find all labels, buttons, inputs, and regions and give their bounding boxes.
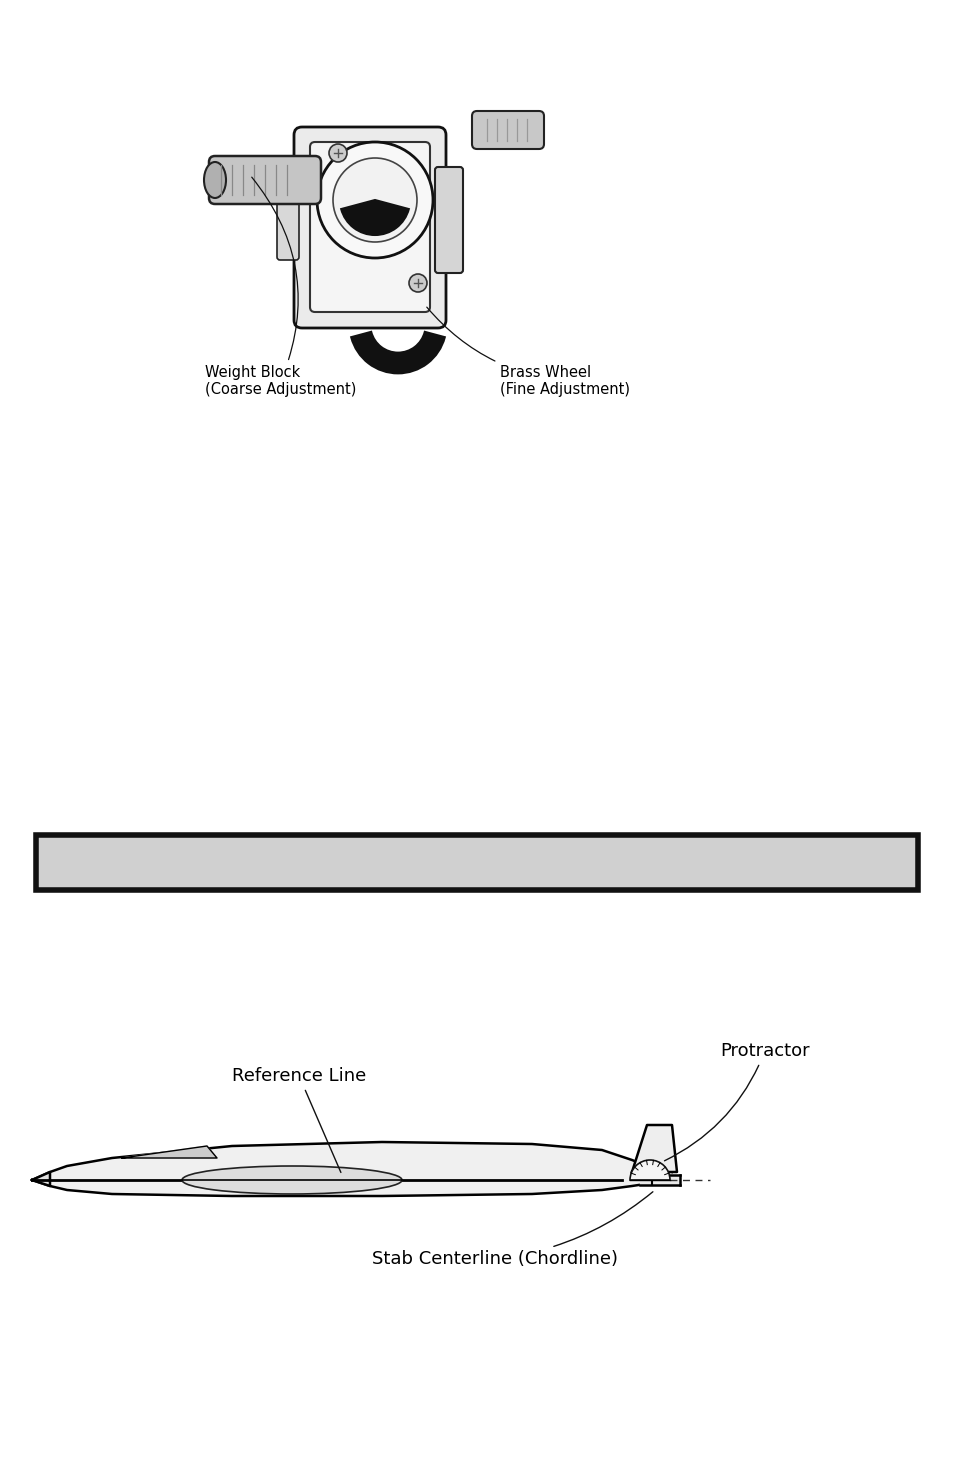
FancyBboxPatch shape [435, 167, 462, 273]
FancyBboxPatch shape [209, 156, 320, 204]
Text: Brass Wheel
(Fine Adjustment): Brass Wheel (Fine Adjustment) [426, 307, 629, 397]
Circle shape [316, 142, 433, 258]
Polygon shape [32, 1142, 671, 1196]
Ellipse shape [204, 162, 226, 198]
Bar [36, 835, 917, 889]
Wedge shape [352, 332, 444, 373]
Text: Reference Line: Reference Line [232, 1066, 366, 1173]
Circle shape [333, 158, 416, 242]
FancyBboxPatch shape [276, 189, 298, 260]
Text: Stab Centerline (Chordline): Stab Centerline (Chordline) [372, 1192, 652, 1268]
Ellipse shape [182, 1167, 401, 1193]
Wedge shape [629, 1159, 669, 1180]
Polygon shape [32, 1173, 50, 1186]
Polygon shape [122, 1146, 216, 1158]
Text: Protractor: Protractor [664, 1041, 809, 1161]
FancyBboxPatch shape [472, 111, 543, 149]
Wedge shape [341, 201, 409, 235]
Circle shape [409, 274, 427, 292]
Polygon shape [639, 1176, 679, 1184]
FancyBboxPatch shape [294, 127, 446, 327]
Polygon shape [631, 1125, 677, 1173]
Text: Weight Block
(Coarse Adjustment): Weight Block (Coarse Adjustment) [205, 177, 356, 397]
FancyBboxPatch shape [310, 142, 430, 313]
Circle shape [329, 145, 347, 162]
